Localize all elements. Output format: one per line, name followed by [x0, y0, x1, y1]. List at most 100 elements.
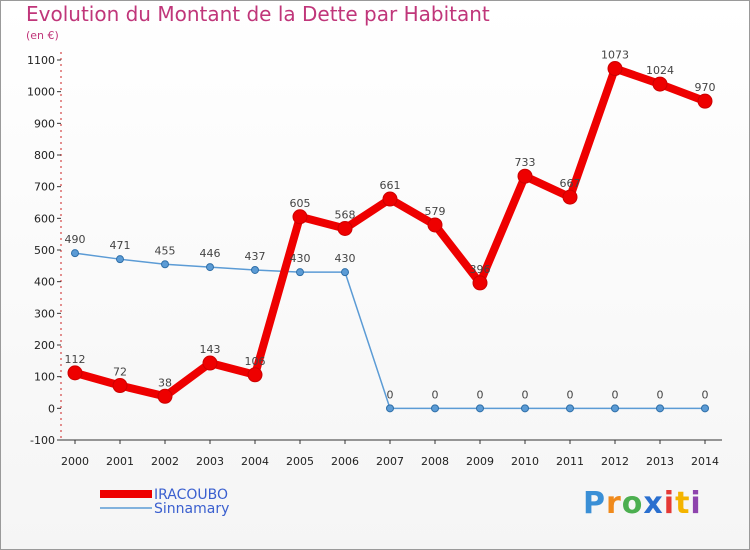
data-point-sinnamary [521, 404, 529, 413]
x-tick-label: 2011 [556, 455, 584, 468]
data-label-iracoubo: 605 [290, 197, 311, 210]
data-point-sinnamary [71, 249, 79, 258]
y-tick-label: 800 [34, 149, 55, 162]
data-point-iracoubo [472, 275, 488, 291]
chart-title: Evolution du Montant de la Dette par Hab… [26, 2, 490, 26]
data-point-iracoubo [607, 61, 623, 77]
data-point-iracoubo [382, 191, 398, 207]
data-label-sinnamary: 0 [387, 388, 394, 401]
x-tick-label: 2005 [286, 455, 314, 468]
y-tick-label: 100 [34, 371, 55, 384]
data-point-sinnamary [566, 404, 574, 413]
data-point-iracoubo [202, 355, 218, 371]
data-label-sinnamary: 0 [702, 388, 709, 401]
data-label-sinnamary: 0 [657, 388, 664, 401]
legend-label-iracoubo: IRACOUBO [154, 487, 228, 503]
data-label-sinnamary: 455 [155, 244, 176, 257]
data-label-sinnamary: 437 [245, 250, 266, 263]
series-line-iracoubo [71, 64, 709, 401]
data-point-iracoubo [292, 209, 308, 225]
y-tick-label: 200 [34, 339, 55, 352]
data-label-iracoubo: 106 [245, 355, 266, 368]
x-tick-label: 2014 [691, 455, 719, 468]
logo-letter: P [583, 486, 606, 521]
x-tick-label: 2012 [601, 455, 629, 468]
logo-letter: x [643, 486, 664, 521]
chart-subtitle: (en €) [26, 29, 59, 42]
data-point-iracoubo [562, 189, 578, 205]
data-label-sinnamary: 430 [290, 252, 311, 265]
x-tick-label: 2004 [241, 455, 269, 468]
x-tick-label: 2006 [331, 455, 359, 468]
x-tick-label: 2013 [646, 455, 674, 468]
data-label-sinnamary: 0 [567, 388, 574, 401]
logo-letter: i [663, 486, 676, 521]
data-label-iracoubo: 579 [425, 205, 446, 218]
x-tick-label: 2010 [511, 455, 539, 468]
y-tick-label: 300 [34, 307, 55, 320]
data-point-sinnamary [161, 260, 169, 269]
data-label-sinnamary: 0 [432, 388, 439, 401]
data-label-iracoubo: 733 [515, 156, 536, 169]
data-point-sinnamary [116, 255, 124, 264]
y-tick-label: 1100 [27, 54, 55, 67]
data-label-sinnamary: 0 [612, 388, 619, 401]
data-point-sinnamary [701, 404, 709, 413]
logo-letter: t [675, 486, 691, 521]
data-label-sinnamary: 490 [65, 233, 86, 246]
data-point-sinnamary [386, 404, 394, 413]
data-label-sinnamary: 0 [477, 388, 484, 401]
proxiti-logo: Proxiti [583, 486, 702, 521]
logo-letter: o [621, 486, 644, 521]
data-label-iracoubo: 568 [335, 208, 356, 221]
data-point-sinnamary [251, 265, 259, 274]
data-label-iracoubo: 38 [158, 376, 172, 389]
data-point-iracoubo [427, 217, 443, 233]
data-label-sinnamary: 0 [522, 388, 529, 401]
data-label-iracoubo: 661 [380, 179, 401, 192]
data-point-sinnamary [206, 263, 214, 272]
data-point-sinnamary [476, 404, 484, 413]
x-tick-label: 2003 [196, 455, 224, 468]
axes: -100010020030040050060070080090010001100… [27, 52, 722, 468]
data-label-iracoubo: 396 [470, 263, 491, 276]
x-tick-label: 2000 [61, 455, 89, 468]
logo-letter: i [690, 486, 702, 521]
data-label-sinnamary: 471 [110, 239, 131, 252]
y-tick-label: -100 [30, 434, 55, 447]
data-label-iracoubo: 72 [113, 366, 127, 379]
y-tick-label: 900 [34, 117, 55, 130]
data-label-sinnamary: 446 [200, 247, 221, 260]
data-point-iracoubo [517, 168, 533, 184]
data-point-iracoubo [157, 388, 173, 404]
data-point-iracoubo [337, 220, 353, 236]
y-tick-label: 0 [48, 402, 55, 415]
data-point-sinnamary [296, 268, 304, 277]
data-label-iracoubo: 1024 [646, 64, 674, 77]
data-point-iracoubo [697, 93, 713, 109]
y-tick-label: 700 [34, 181, 55, 194]
data-label-iracoubo: 970 [695, 81, 716, 94]
data-point-iracoubo [112, 378, 128, 394]
y-tick-label: 500 [34, 244, 55, 257]
logo-letter: r [606, 486, 622, 521]
x-tick-label: 2002 [151, 455, 179, 468]
x-tick-label: 2001 [106, 455, 134, 468]
data-label-iracoubo: 1073 [601, 49, 629, 62]
data-point-sinnamary [656, 404, 664, 413]
y-tick-label: 1000 [27, 86, 55, 99]
x-tick-label: 2008 [421, 455, 449, 468]
data-label-iracoubo: 667 [560, 177, 581, 190]
data-point-sinnamary [431, 404, 439, 413]
legend-label-sinnamary: Sinnamary [154, 501, 229, 517]
data-label-sinnamary: 430 [335, 252, 356, 265]
data-label-iracoubo: 112 [65, 353, 86, 366]
series-layer [67, 61, 713, 413]
data-point-sinnamary [341, 268, 349, 277]
y-tick-label: 400 [34, 276, 55, 289]
y-tick-label: 600 [34, 212, 55, 225]
data-label-iracoubo: 143 [200, 343, 221, 356]
